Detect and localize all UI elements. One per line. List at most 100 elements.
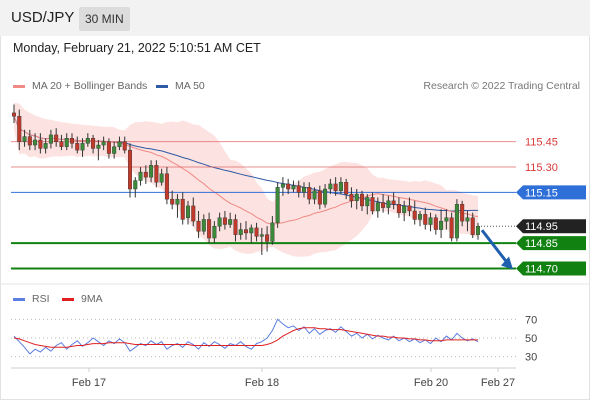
candle-body (91, 138, 96, 149)
candle-body (185, 205, 190, 218)
candle-body (259, 234, 264, 237)
candle-body (270, 222, 275, 242)
candle-body (138, 171, 143, 181)
candle-body (133, 180, 138, 190)
candle-body (11, 112, 16, 117)
x-tick-label: Feb 18 (245, 377, 279, 389)
rsi-swatch (13, 297, 25, 301)
candle-body (402, 205, 407, 213)
legend-9ma: 9MA (62, 293, 103, 305)
ma50-legend-label: MA 50 (175, 80, 205, 92)
candle-body (323, 188, 328, 205)
candle-body (423, 214, 428, 225)
legend-ma20: MA 20 + Bollinger Bands (13, 80, 147, 92)
legend-rsi: RSI (13, 293, 50, 305)
candle-body (296, 185, 301, 193)
candle-body (470, 217, 475, 235)
candle-body (154, 165, 159, 183)
candle-body (265, 234, 270, 242)
candle-body (312, 190, 317, 200)
candle-body (333, 183, 338, 191)
candle-body (439, 220, 444, 230)
timeframe-badge[interactable]: 30 MIN (79, 7, 130, 31)
candle-body (164, 173, 169, 200)
candle-body (412, 210, 417, 220)
level-label-114.85: 114.85 (525, 238, 558, 250)
candle-body (344, 182, 349, 195)
candle-body (122, 141, 127, 151)
candle-body (112, 146, 117, 154)
level-label-115.45: 115.45 (525, 137, 558, 149)
candle-body (386, 200, 391, 208)
candle-body (286, 183, 291, 190)
candle-body (207, 219, 212, 239)
candle-body (22, 136, 27, 142)
ma9-swatch (62, 297, 74, 301)
candle-body (48, 134, 53, 144)
candle-body (127, 149, 132, 190)
legend-ma50: MA 50 (156, 80, 205, 92)
candle-body (217, 217, 222, 227)
candle-body (328, 183, 333, 190)
candle-body (317, 190, 322, 205)
candle-body (222, 217, 227, 225)
candle-body (428, 217, 433, 225)
rsi-tick-label: 30 (525, 352, 537, 364)
candle-body (17, 116, 22, 142)
candle-body (117, 141, 122, 147)
candle-body (75, 143, 80, 151)
candle-body (280, 183, 285, 188)
candle-body (460, 204, 465, 222)
candle-body (33, 139, 38, 146)
candle-body (43, 143, 48, 149)
candle-body (302, 187, 307, 193)
rsi-legend-label: RSI (32, 293, 50, 305)
x-tick-label: Feb 20 (414, 377, 448, 389)
candle-body (228, 219, 233, 225)
candle-body (170, 198, 175, 205)
candle-body (396, 204, 401, 213)
candle-body (180, 198, 185, 220)
rsi-tick-label: 50 (525, 333, 537, 345)
candle-body (338, 182, 343, 191)
candle-body (38, 139, 43, 149)
candle-body (69, 138, 74, 144)
level-tag-115.15 (516, 185, 586, 200)
candle-body (433, 217, 438, 230)
candle-body (54, 134, 59, 142)
forecast-arrow-shaft (480, 229, 509, 264)
candle-body (454, 204, 459, 239)
candle-body (106, 141, 111, 154)
candle-body (96, 144, 101, 149)
x-tick-label: Feb 17 (72, 377, 106, 389)
candle-body (149, 165, 154, 178)
candle-body (365, 197, 370, 207)
ma9-legend-label: 9MA (81, 293, 103, 305)
rsi-tick-label: 70 (525, 314, 537, 326)
candle-body (291, 185, 296, 190)
level-label-114.70: 114.70 (525, 263, 558, 275)
forecast-arrow-head (501, 256, 513, 270)
candle-body (80, 143, 85, 151)
candle-body (85, 138, 90, 144)
candle-body (212, 225, 217, 239)
candle-body (381, 202, 386, 208)
candle-body (191, 205, 196, 222)
timestamp: Monday, February 21, 2022 5:10:51 AM CET (13, 41, 261, 55)
symbol-label: USD/JPY (11, 9, 75, 26)
rsi-line (13, 318, 479, 355)
level-tag-114.85 (516, 236, 586, 251)
x-tick-label: Feb 27 (481, 377, 515, 389)
candle-body (143, 171, 148, 178)
candle-body (354, 193, 359, 202)
level-label-115.15: 115.15 (525, 187, 558, 199)
candle-body (391, 200, 396, 205)
header-bar: USD/JPY 30 MIN (0, 0, 590, 36)
candle-body (349, 193, 354, 202)
ma20-swatch (13, 84, 25, 88)
current-price-tag (516, 219, 586, 234)
candle-body (407, 205, 412, 212)
candle-body (307, 187, 312, 200)
candle-body (275, 187, 280, 224)
